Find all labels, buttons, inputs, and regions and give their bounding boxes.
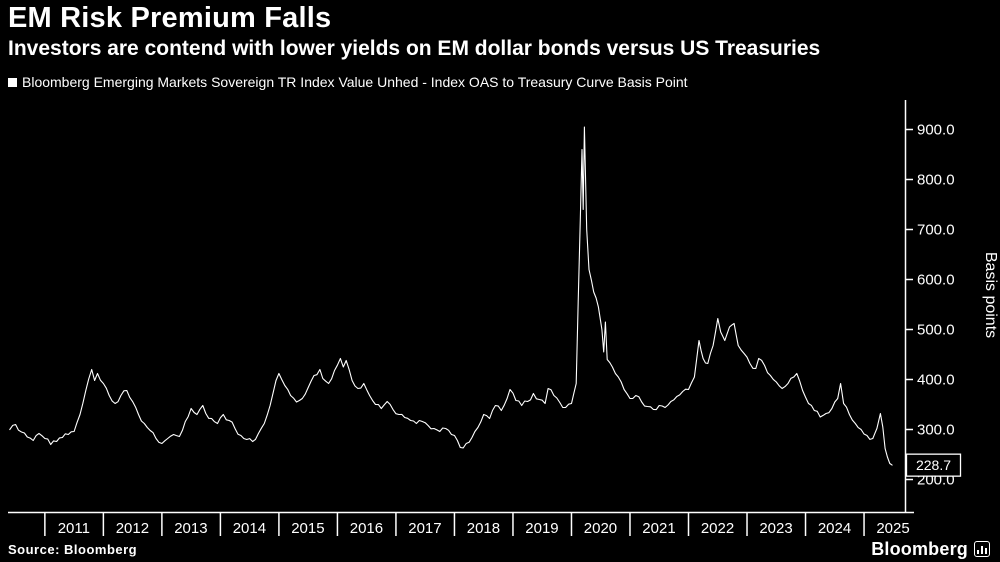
x-tick-label: 2012	[116, 520, 149, 537]
x-tick-label: 2014	[233, 520, 266, 537]
x-tick-label: 2021	[642, 520, 675, 537]
footer: Source: Bloomberg Bloomberg	[0, 536, 1000, 562]
x-tick-label: 2013	[174, 520, 207, 537]
legend: Bloomberg Emerging Markets Sovereign TR …	[8, 74, 688, 90]
x-tick-label: 2015	[291, 520, 324, 537]
y-tick-label: 400.0	[917, 372, 955, 389]
x-tick-label: 2025	[876, 520, 909, 537]
y-tick-label: 800.0	[917, 172, 955, 189]
y-tick-label: 900.0	[917, 122, 955, 139]
x-tick-label: 2011	[58, 520, 90, 537]
x-tick-label: 2020	[584, 520, 617, 537]
x-tick-label: 2018	[467, 520, 500, 537]
bloomberg-brand: Bloomberg	[871, 539, 990, 560]
chart-title: EM Risk Premium Falls	[8, 2, 332, 34]
x-tick-label: 2022	[701, 520, 734, 537]
x-tick-label: 2024	[818, 520, 851, 537]
x-tick-label: 2016	[350, 520, 383, 537]
x-tick-label: 2017	[408, 520, 441, 537]
y-axis-title: Basis points	[982, 252, 999, 338]
y-tick-label: 600.0	[917, 272, 955, 289]
last-value-box	[905, 453, 962, 477]
bloomberg-logo: Bloomberg	[871, 538, 968, 559]
legend-swatch-icon	[8, 77, 17, 87]
y-tick-label: 300.0	[917, 422, 955, 439]
source-label: Source: Bloomberg	[8, 541, 138, 557]
x-tick-label: 2019	[525, 520, 558, 537]
legend-label: Bloomberg Emerging Markets Sovereign TR …	[22, 74, 688, 90]
series-line	[9, 126, 893, 466]
bloomberg-chart-icon	[974, 541, 990, 557]
y-tick-label: 500.0	[917, 322, 955, 339]
chart-subtitle: Investors are contend with lower yields …	[8, 37, 821, 60]
last-value-label: 228.7	[916, 457, 951, 473]
y-tick-label: 700.0	[917, 222, 955, 239]
x-tick-label: 2023	[759, 520, 792, 537]
